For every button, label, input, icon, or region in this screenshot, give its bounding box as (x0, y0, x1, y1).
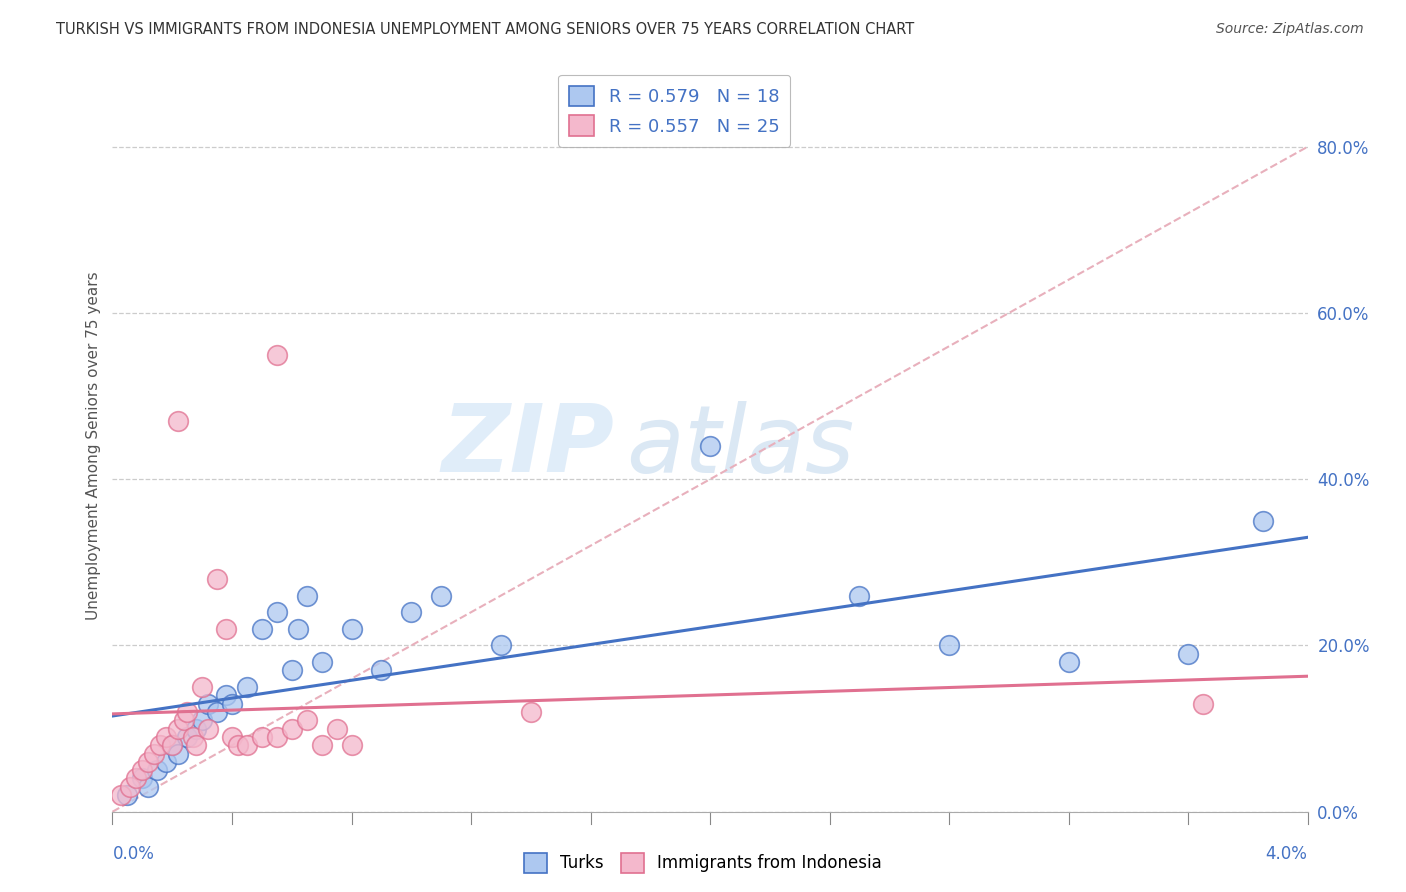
Point (281, 664, 304, 678)
Point (181, 730, 204, 744)
Point (266, 347, 288, 362)
Point (167, 414, 190, 428)
Point (131, 772, 153, 786)
Point (266, 605, 288, 619)
Text: Source: ZipAtlas.com: Source: ZipAtlas.com (1216, 22, 1364, 37)
Point (340, 622, 363, 636)
Point (125, 772, 148, 786)
Point (167, 722, 190, 736)
Point (221, 697, 243, 711)
Text: atlas: atlas (627, 401, 855, 491)
Point (162, 738, 183, 752)
Point (197, 697, 219, 711)
Point (325, 722, 347, 736)
Y-axis label: Unemployment Among Seniors over 75 years: Unemployment Among Seniors over 75 years (86, 272, 101, 620)
Point (699, 439, 721, 453)
Point (1251, 514, 1274, 528)
Point (236, 680, 259, 694)
Point (205, 572, 228, 586)
Point (295, 714, 318, 728)
Point (401, 605, 423, 619)
Point (236, 738, 259, 752)
Point (120, 780, 142, 794)
Point (1177, 647, 1199, 661)
Point (149, 738, 172, 752)
Point (938, 639, 960, 653)
Point (205, 705, 228, 719)
Point (155, 755, 177, 769)
Point (176, 705, 198, 719)
Point (110, 788, 132, 802)
Point (131, 763, 153, 777)
Point (215, 622, 238, 636)
Legend: R = 0.579   N = 18, R = 0.557   N = 25: R = 0.579 N = 18, R = 0.557 N = 25 (558, 75, 790, 147)
Point (226, 738, 249, 752)
Point (250, 622, 273, 636)
Point (186, 738, 208, 752)
Point (176, 730, 198, 744)
Text: 0.0%: 0.0% (112, 845, 155, 863)
Point (143, 747, 166, 761)
Point (191, 680, 214, 694)
Point (173, 714, 195, 728)
Point (370, 664, 392, 678)
Point (215, 689, 238, 703)
Text: TURKISH VS IMMIGRANTS FROM INDONESIA UNEMPLOYMENT AMONG SENIORS OVER 75 YEARS CO: TURKISH VS IMMIGRANTS FROM INDONESIA UNE… (56, 22, 914, 37)
Point (221, 730, 243, 744)
Legend: Turks, Immigrants from Indonesia: Turks, Immigrants from Indonesia (517, 847, 889, 880)
Point (266, 730, 288, 744)
Point (1192, 697, 1215, 711)
Point (117, 788, 139, 802)
Point (167, 747, 190, 761)
Point (520, 705, 543, 719)
Point (162, 738, 183, 752)
Point (191, 714, 214, 728)
Point (138, 780, 160, 794)
Point (848, 589, 870, 603)
Point (311, 655, 333, 669)
Point (1057, 655, 1080, 669)
Point (146, 763, 169, 777)
Text: 4.0%: 4.0% (1265, 845, 1308, 863)
Point (138, 755, 160, 769)
Point (311, 738, 333, 752)
Point (489, 639, 512, 653)
Point (287, 622, 309, 636)
Point (340, 738, 363, 752)
Point (155, 730, 177, 744)
Point (430, 589, 453, 603)
Point (295, 589, 318, 603)
Point (197, 722, 219, 736)
Point (281, 722, 304, 736)
Point (250, 730, 273, 744)
Point (186, 722, 208, 736)
Text: ZIP: ZIP (441, 400, 614, 492)
